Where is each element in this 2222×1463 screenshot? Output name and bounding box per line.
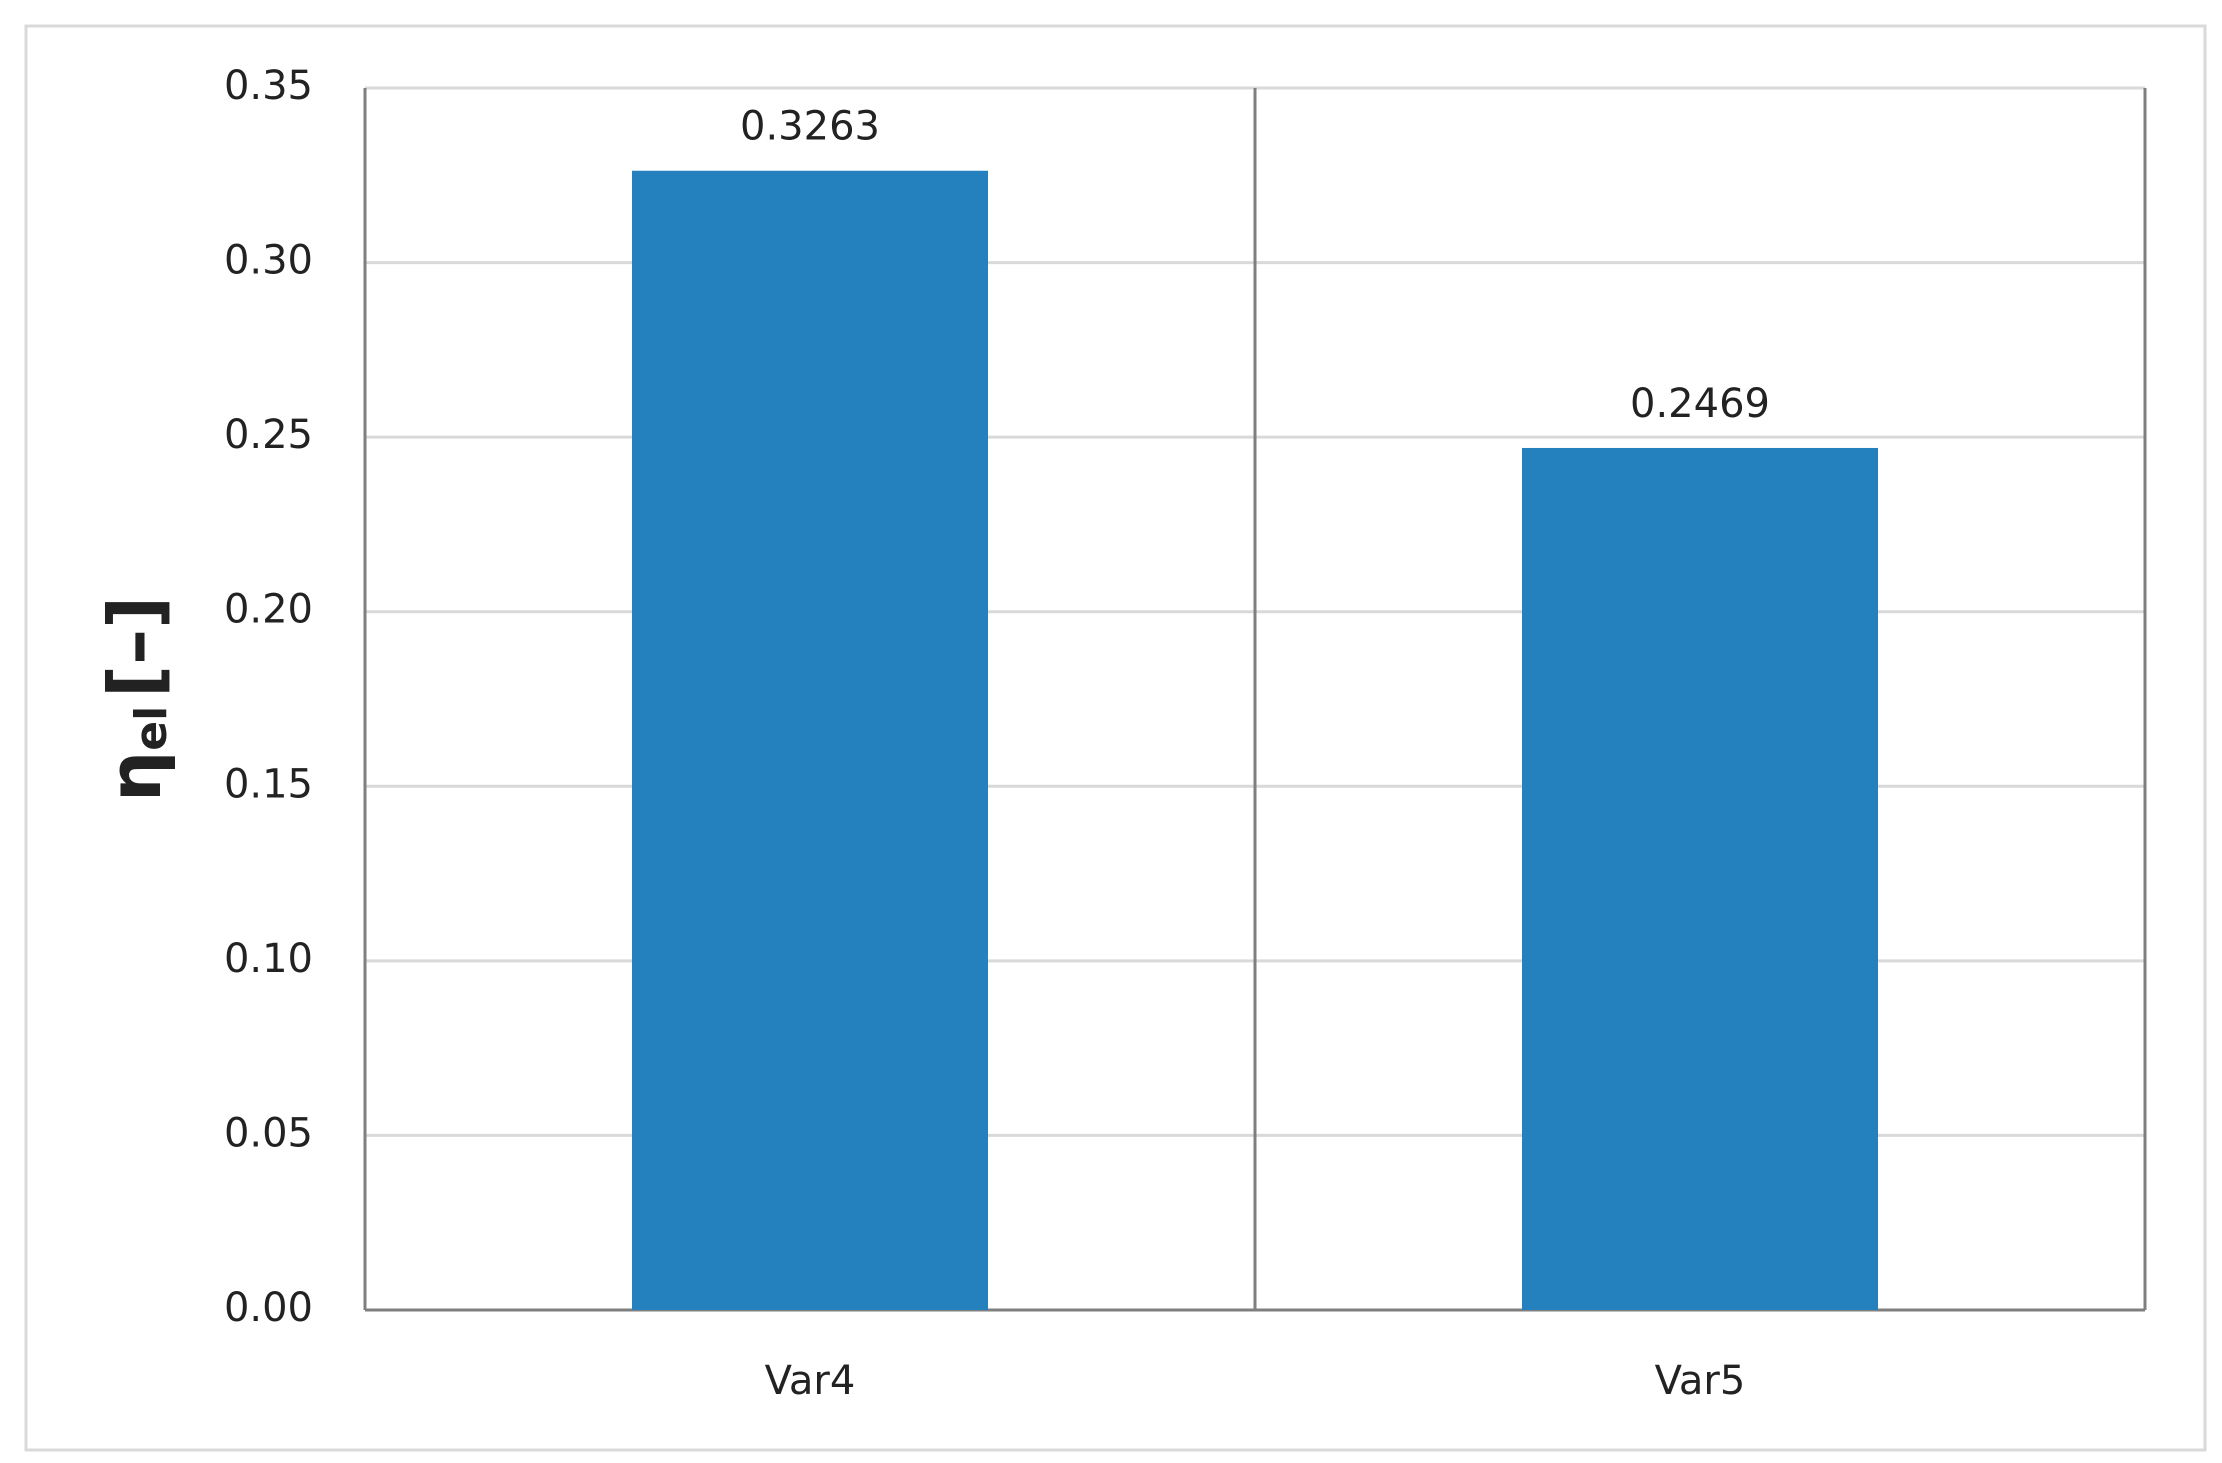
value-label: 0.3263 [740, 104, 880, 150]
y-axis-label: ηel [–] [93, 596, 177, 802]
y-tick-label: 0.35 [224, 63, 313, 109]
y-tick-label: 0.30 [224, 238, 313, 284]
y-tick-label: 0.10 [224, 936, 313, 982]
y-tick-label: 0.15 [224, 761, 313, 807]
value-label: 0.2469 [1630, 381, 1770, 427]
y-tick-label: 0.00 [224, 1285, 313, 1331]
y-tick-label: 0.25 [224, 412, 313, 458]
x-tick-label: Var5 [1655, 1358, 1746, 1404]
bar [632, 170, 988, 1311]
chart-frame [24, 24, 2207, 1452]
y-tick-label: 0.20 [224, 587, 313, 633]
x-tick-label: Var4 [765, 1358, 856, 1404]
y-label-symbol: η [93, 751, 177, 802]
y-label-unit: [–] [93, 596, 177, 698]
y-tick-label: 0.05 [224, 1110, 313, 1156]
bar [1522, 447, 1878, 1310]
y-label-subscript: el [126, 706, 177, 751]
